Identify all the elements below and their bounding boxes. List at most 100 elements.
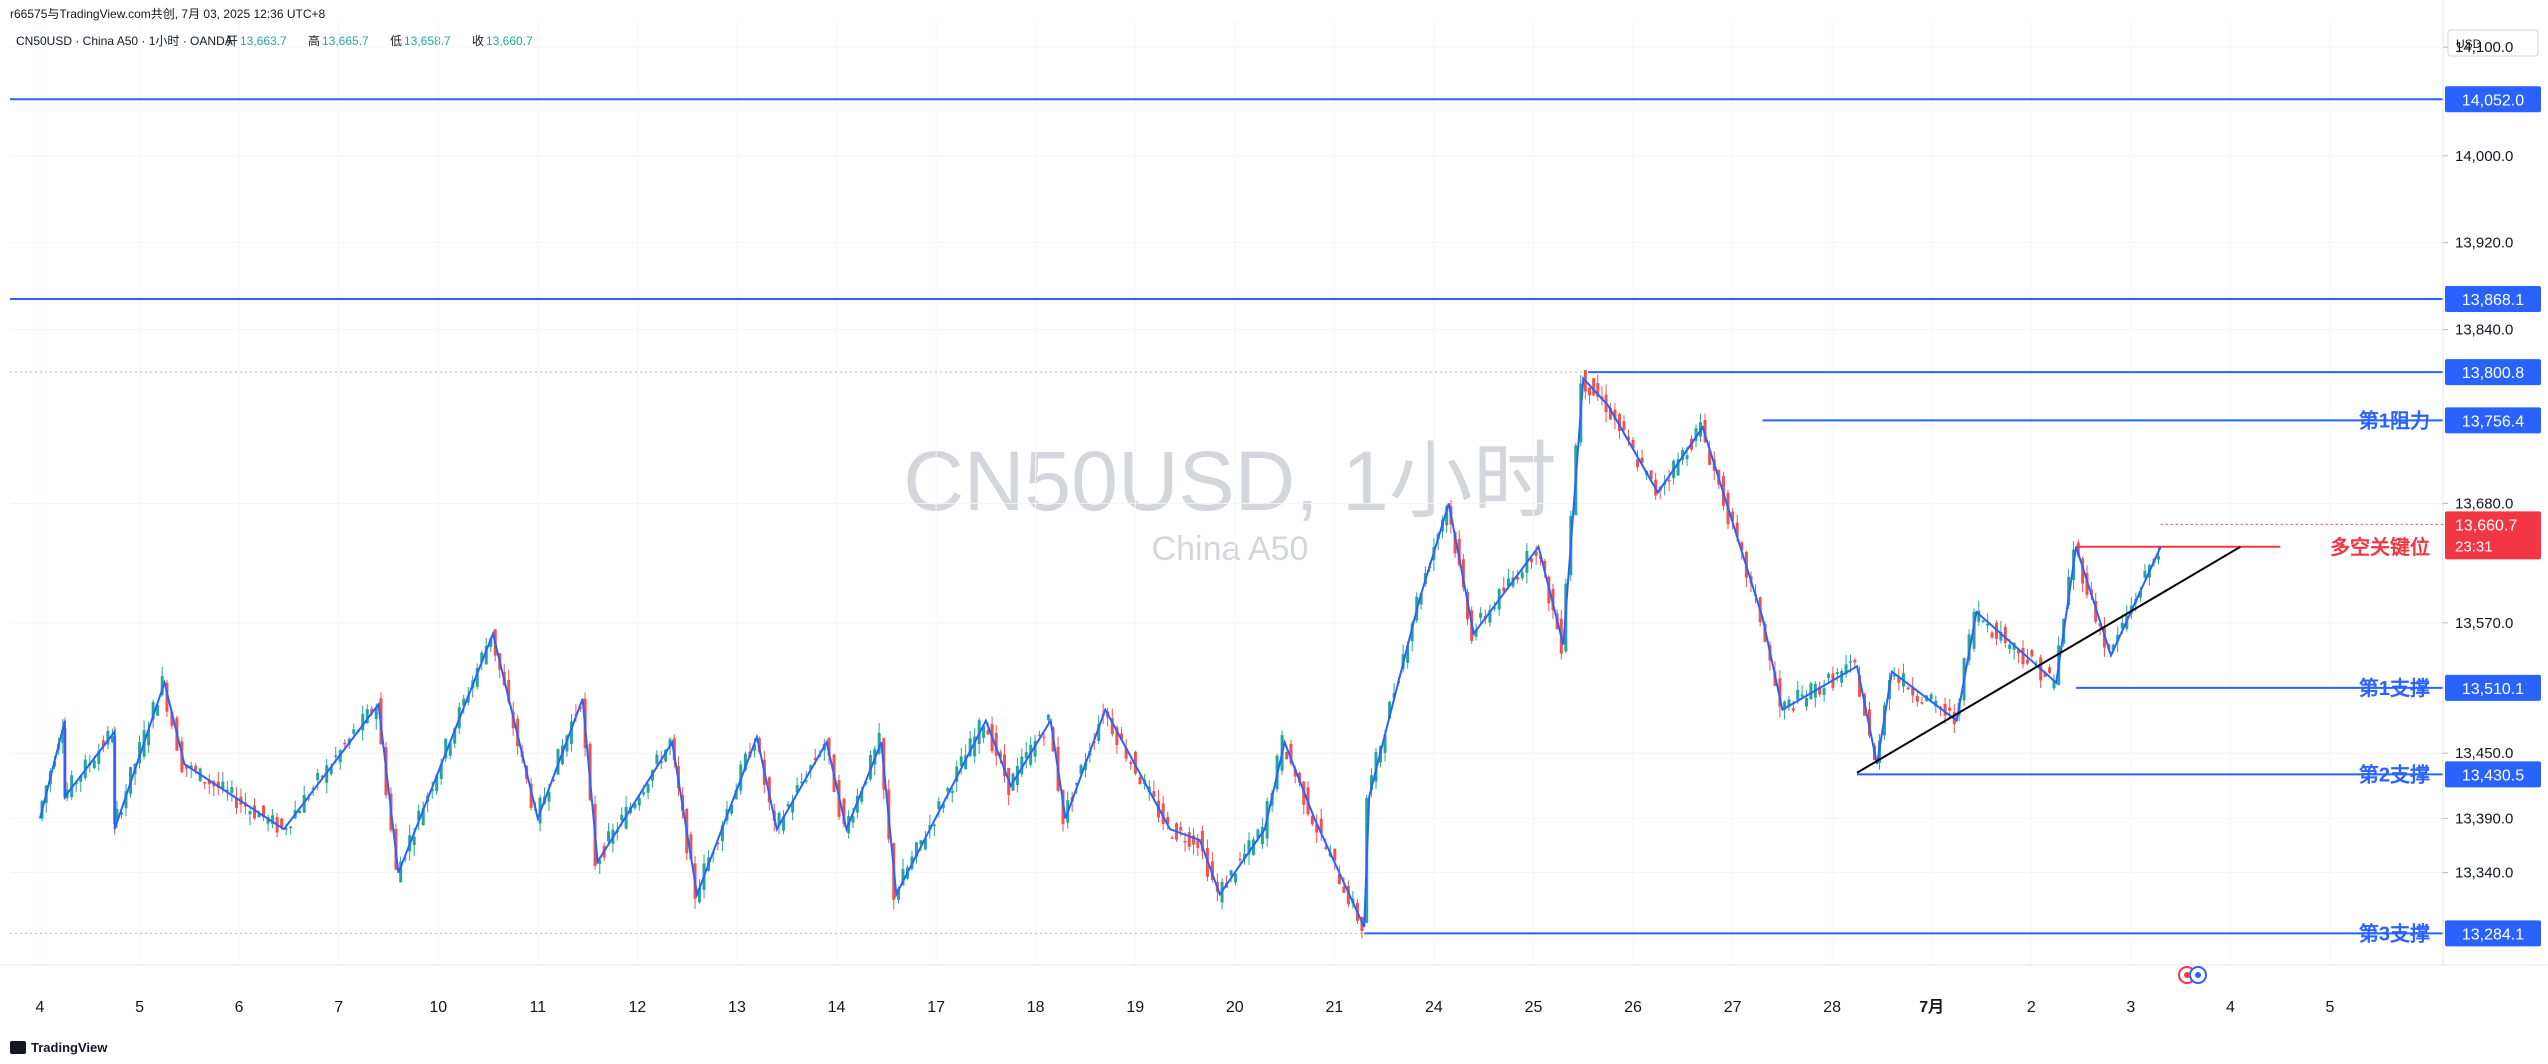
candle-body (620, 814, 624, 821)
price-tag-box (2445, 674, 2541, 701)
candle-body (1617, 414, 1621, 432)
candle-body (412, 836, 416, 846)
candle-body (1990, 632, 1994, 638)
candle-body (1911, 686, 1915, 696)
flag-icon[interactable] (2178, 966, 2207, 984)
candle-body (655, 754, 659, 764)
candle-body (1453, 532, 1457, 554)
candle-body (119, 811, 123, 815)
candle-body (284, 828, 288, 830)
candle-body (2043, 672, 2047, 677)
x-tick-label: 28 (1823, 999, 1841, 1016)
x-tick-label: 18 (1027, 999, 1045, 1016)
candle-body (923, 838, 927, 850)
candle-body (1196, 838, 1200, 848)
candle-body (79, 775, 83, 782)
candle-body (2156, 556, 2160, 560)
ohlc-label-0: 开 (226, 34, 238, 48)
price-axis-panel[interactable] (2443, 0, 2548, 965)
candle-body (968, 738, 972, 757)
candle-body (2052, 680, 2056, 689)
x-tick-label: 5 (135, 999, 144, 1016)
candle-body (462, 698, 466, 706)
candle-body (2138, 591, 2142, 598)
candle-body (1999, 631, 2003, 641)
candle-body (234, 797, 238, 808)
candle-body (1461, 559, 1465, 588)
candle-body (697, 887, 701, 903)
candle-body (1740, 542, 1744, 551)
candle-body (552, 779, 556, 781)
candle-body (659, 760, 663, 764)
candle-body (484, 645, 488, 665)
y-tick-label: 13,840.0 (2455, 322, 2513, 339)
candle-body (475, 667, 479, 687)
x-tick-label: 17 (927, 999, 945, 1016)
candle-body (61, 729, 65, 744)
level-note: 第2支撑 (2359, 762, 2430, 786)
candle-body (1622, 421, 1626, 430)
candle-body (1457, 538, 1461, 565)
candle-body (998, 752, 1002, 758)
candle-body (92, 760, 96, 769)
candle-body (1608, 407, 1612, 420)
candle-body (1020, 756, 1024, 775)
candle-body (716, 842, 720, 845)
candle-body (1920, 702, 1924, 704)
candle-body (1383, 734, 1387, 753)
candle-body (2017, 650, 2021, 654)
candle-body (1649, 470, 1653, 480)
candle-body (734, 789, 738, 800)
candle-body (1796, 689, 1800, 700)
candle-body (320, 775, 324, 778)
x-tick-label: 20 (1226, 999, 1244, 1016)
candle-body (753, 744, 757, 751)
candle-body (2143, 570, 2147, 578)
candle-body (230, 787, 234, 793)
watermark-title: CN50USD, 1小时 (903, 434, 1557, 528)
candle-body (932, 824, 936, 827)
candle-body (897, 888, 901, 900)
candle-body (370, 708, 374, 714)
x-tick-label: 14 (828, 999, 846, 1016)
candle-body (115, 808, 119, 821)
price-tag-label: 14,052.0 (2462, 92, 2524, 109)
candle-body (1315, 824, 1319, 833)
candle-body (101, 740, 105, 747)
price-tag-label: 13,800.8 (2462, 365, 2524, 382)
candle-body (1915, 695, 1919, 702)
countdown-label: 23:31 (2455, 538, 2493, 555)
candle-body (316, 772, 320, 781)
candle-body (466, 695, 470, 703)
candle-body (2085, 573, 2089, 595)
candle-body (529, 783, 533, 808)
x-tick-label: 11 (530, 999, 547, 1016)
candle-body (1502, 587, 1506, 592)
candle-body (329, 766, 333, 775)
candle-body (453, 728, 457, 744)
ohlc-label-2: 低 (390, 34, 402, 48)
y-tick-label: 14,000.0 (2455, 148, 2513, 165)
candle-body (547, 792, 551, 802)
candle-body (1818, 686, 1822, 695)
candle-body (435, 775, 439, 792)
currency-label: USD (2456, 37, 2482, 51)
candle-body (860, 790, 864, 802)
candle-body (1406, 645, 1410, 663)
tradingview-logo[interactable]: TradingView (10, 1040, 108, 1055)
y-tick-label: 13,920.0 (2455, 235, 2513, 252)
candle-body (720, 825, 724, 842)
candle-body (795, 785, 799, 793)
x-tick-label: 12 (628, 999, 646, 1016)
price-tags: 14,052.0 13,868.1 13,800.8 13,756.4 13,510.1… (2445, 86, 2541, 947)
candle-body (403, 857, 407, 860)
candle-body (1445, 506, 1449, 526)
candle-body (343, 742, 347, 745)
candle-body (782, 816, 786, 831)
y-tick-label: 14,100.0 (2455, 39, 2513, 56)
time-axis[interactable]: 4 5 6 7 10 11 12 13 14 17 18 19 20 21 24 25 26 27 28 7月 2 3 4 5 (36, 998, 2335, 1016)
candle-body (1858, 675, 1862, 697)
candle-body (507, 679, 511, 702)
candle-body (607, 831, 611, 842)
